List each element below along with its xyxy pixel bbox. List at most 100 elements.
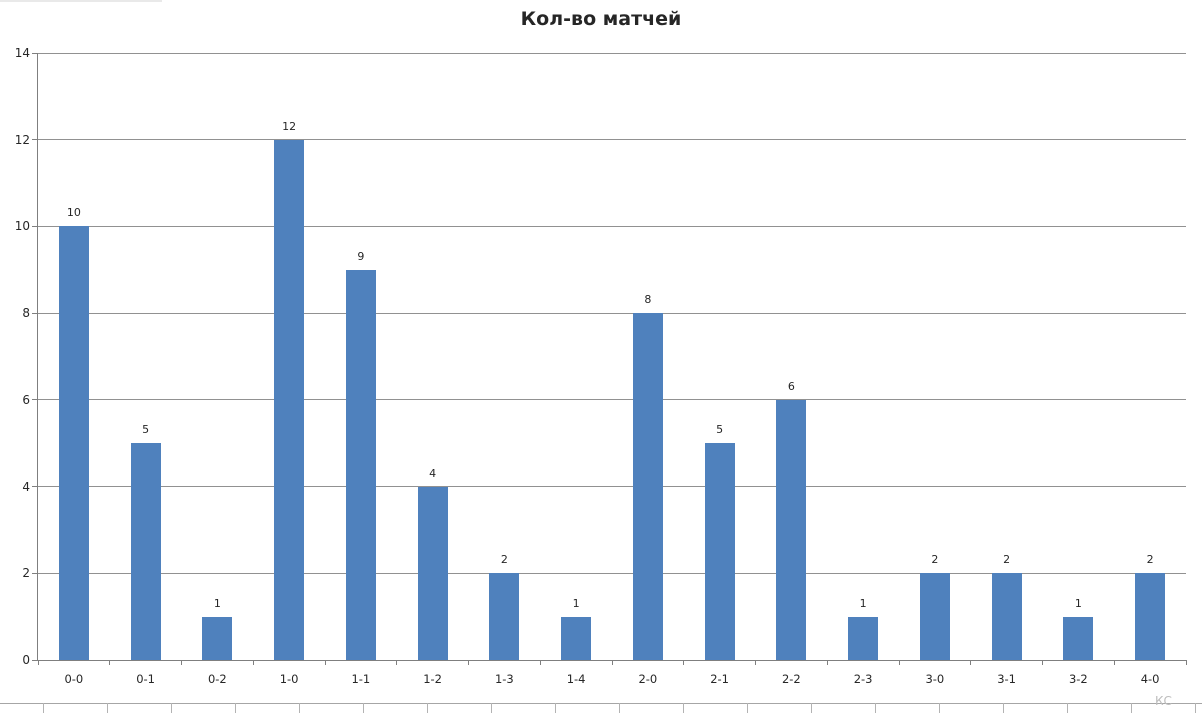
x-tick-label: 3-0 [925, 672, 945, 686]
x-axis-tick [1113, 660, 1115, 665]
x-axis-tick [37, 660, 39, 665]
worksheet-column-border [939, 703, 940, 713]
bar-value-label: 8 [644, 293, 652, 307]
x-axis-tick [468, 660, 469, 665]
worksheet-column-border [1195, 703, 1196, 713]
bar [58, 226, 89, 660]
bar-value-label: 5 [142, 423, 150, 437]
bar [345, 269, 376, 660]
worksheet-column-border [363, 703, 364, 713]
x-axis-tick [539, 660, 541, 665]
x-tick-label: 0-2 [207, 672, 227, 686]
y-tick-label: 14 [14, 46, 30, 60]
worksheet-column-border [107, 703, 108, 713]
x-axis-tick [396, 660, 398, 665]
chart-title: Кол-во матчей [520, 8, 682, 30]
y-axis-tick [32, 486, 38, 488]
y-tick-label: 12 [14, 132, 30, 147]
worksheet-column-border [43, 703, 44, 713]
x-tick-label: 0-1 [136, 672, 156, 686]
bar [991, 573, 1022, 660]
x-tick-label: 2-0 [638, 672, 658, 686]
bar [417, 486, 448, 660]
bar [848, 616, 879, 660]
bar [561, 616, 592, 660]
bar-value-label: 1 [213, 596, 221, 610]
worksheet-column-border [491, 703, 492, 713]
bar-value-label: 1 [572, 596, 580, 610]
gridline [38, 225, 1186, 227]
gridline [38, 572, 1186, 574]
bar-value-label: 1 [1074, 596, 1082, 610]
y-axis-tick [32, 399, 38, 401]
x-tick-label: 1-1 [351, 672, 371, 686]
bar-value-label: 5 [716, 423, 724, 437]
x-axis-tick [252, 660, 254, 665]
worksheet-column-border [1067, 703, 1068, 713]
worksheet-column-border [1131, 703, 1132, 713]
bar-value-label: 12 [282, 119, 297, 133]
x-axis-tick [755, 660, 756, 665]
y-axis-tick [32, 312, 38, 314]
bar [704, 443, 735, 660]
x-tick-label: 1-0 [279, 672, 299, 686]
bar-value-label: 9 [357, 249, 365, 263]
worksheet-column-border [555, 703, 556, 713]
gridline [38, 312, 1186, 314]
bar-value-label: 6 [787, 379, 795, 393]
x-axis-tick [826, 660, 828, 665]
y-axis-line [37, 53, 38, 660]
x-axis-tick [611, 660, 613, 665]
x-axis-tick [1042, 660, 1043, 665]
bar [489, 573, 520, 660]
y-tick-label: 8 [22, 306, 30, 321]
bar [1135, 573, 1166, 660]
bar [1063, 616, 1094, 660]
worksheet-column-border [811, 703, 812, 713]
x-axis-tick [1185, 660, 1187, 665]
gridline [38, 399, 1186, 401]
bar [776, 399, 807, 660]
worksheet-column-border [235, 703, 236, 713]
worksheet-cell-text-fragment: КС [1155, 695, 1172, 705]
x-tick-label: 0-0 [64, 672, 84, 686]
bar-value-label: 2 [1146, 553, 1154, 567]
bar [274, 139, 305, 660]
y-axis-tick [32, 225, 38, 227]
y-tick-label: 4 [22, 479, 30, 494]
bar-value-label: 2 [1003, 553, 1011, 567]
worksheet-column-border [747, 703, 748, 713]
x-axis-tick [181, 660, 182, 665]
bar-value-label: 10 [66, 206, 81, 220]
x-tick-label: 2-1 [710, 672, 730, 686]
bar-value-label: 2 [931, 553, 939, 567]
y-tick-label: 2 [22, 566, 30, 581]
gridline [38, 139, 1186, 141]
worksheet-column-border [683, 703, 684, 713]
y-axis-tick [32, 572, 38, 574]
bar-value-label: 1 [859, 596, 867, 610]
worksheet-column-border [619, 703, 620, 713]
worksheet-column-border [875, 703, 876, 713]
x-axis-tick [970, 660, 972, 665]
x-axis-tick [109, 660, 111, 665]
x-axis-tick [898, 660, 900, 665]
x-tick-label: 3-2 [1068, 672, 1088, 686]
gridline [38, 52, 1186, 54]
bar-value-label: 2 [500, 553, 508, 567]
y-axis-tick [32, 139, 38, 141]
x-axis-tick [683, 660, 685, 665]
x-axis-tick [324, 660, 326, 665]
x-tick-label: 1-4 [566, 672, 586, 686]
x-tick-label: 4-0 [1140, 672, 1160, 686]
worksheet-column-border [427, 703, 428, 713]
gridline [38, 486, 1186, 488]
top-edge-artifact [0, 0, 162, 2]
bar [632, 313, 663, 660]
x-tick-label: 1-3 [494, 672, 514, 686]
x-tick-label: 1-2 [423, 672, 443, 686]
y-tick-label: 10 [14, 219, 30, 234]
bar-value-label: 4 [429, 466, 437, 480]
y-axis-tick [32, 659, 38, 661]
